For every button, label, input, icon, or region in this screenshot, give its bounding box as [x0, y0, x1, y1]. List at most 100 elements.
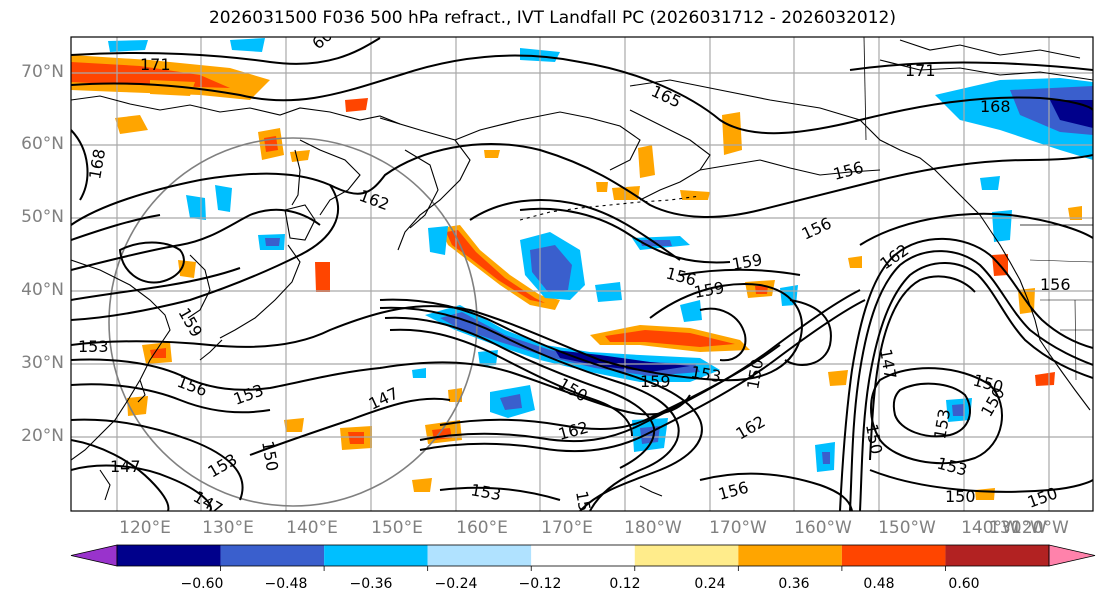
contour-line	[439, 344, 781, 431]
border-us-states	[1029, 259, 1093, 381]
coast-hawaii	[639, 485, 663, 497]
contour-line	[71, 383, 271, 414]
shade-patch	[680, 300, 702, 322]
contour-line	[869, 275, 976, 461]
shade-patch	[500, 394, 522, 410]
shade-patch	[446, 230, 545, 303]
contour-line	[519, 207, 731, 264]
contour-line	[71, 214, 161, 241]
lon-label-170e: 170°E	[541, 518, 593, 538]
coast-sakhalin	[291, 149, 301, 206]
shade-patch	[638, 145, 655, 178]
shade-patch	[412, 478, 432, 492]
contour-line	[71, 358, 691, 416]
contour-line	[71, 129, 89, 201]
contour-line	[469, 199, 681, 261]
contour-line	[849, 250, 1093, 511]
shade-patch	[1035, 372, 1055, 386]
colorbar-extend-high	[1048, 544, 1096, 567]
coast-alaska-west	[629, 109, 711, 201]
contour-line	[71, 267, 241, 301]
shade-patch	[780, 285, 798, 306]
contour-label: 168	[980, 97, 1011, 116]
colorbar-tick-label: −0.60	[180, 576, 224, 592]
coast-aleutians	[519, 195, 701, 221]
shade-patch	[952, 404, 964, 416]
border-alaska-canada	[863, 37, 867, 141]
colorbar	[70, 544, 1096, 571]
lat-label-70n: 70°N	[21, 62, 64, 82]
contour-label: 159	[640, 372, 671, 391]
coast-chukotka	[454, 111, 641, 171]
shade-patch	[484, 150, 500, 158]
lon-label-120w: 120°W	[1011, 518, 1069, 538]
contour-line	[71, 37, 381, 65]
shade-patch	[612, 186, 640, 200]
coast-alaska	[629, 79, 991, 231]
coast-kamchatka	[379, 117, 471, 251]
height-contours	[71, 37, 1093, 511]
contour-line	[784, 299, 832, 366]
shade-patch	[348, 432, 364, 444]
shade-patch	[150, 348, 166, 358]
contour-line	[419, 289, 861, 443]
coast-okhotsk	[299, 139, 361, 216]
contour-line	[419, 299, 866, 453]
lon-label-170w: 170°W	[709, 518, 767, 538]
coast-japan-kyushu	[199, 339, 223, 361]
colorbar-segment	[324, 545, 428, 566]
shade-patch	[755, 286, 768, 294]
shade-patch	[596, 182, 608, 192]
colorbar-segment	[841, 545, 946, 566]
colorbar-extend-low	[70, 544, 118, 567]
colorbar-tick-label: −0.24	[434, 576, 478, 592]
shade-patch	[345, 98, 368, 112]
contour-line	[71, 143, 1093, 226]
contour-line	[389, 328, 633, 437]
contour-label: 147	[110, 457, 141, 476]
shade-patch	[150, 80, 195, 96]
contour-line	[384, 316, 656, 469]
shade-patch	[215, 185, 232, 212]
contour-label: 171	[140, 55, 171, 74]
shade-patch	[230, 38, 265, 52]
lat-label-50n: 50°N	[21, 207, 64, 227]
lon-label-160w: 160°W	[794, 518, 852, 538]
coast-arctic-canada	[879, 59, 1093, 81]
contour-line	[439, 486, 561, 501]
shade-patch	[828, 370, 848, 386]
contour-line	[869, 469, 1093, 493]
contour-line	[71, 283, 803, 382]
lon-label-120e: 120°E	[119, 518, 171, 538]
colorbar-tick-label: 0.48	[863, 576, 895, 592]
shade-patch	[71, 62, 230, 88]
coastlines	[71, 37, 1093, 501]
shade-patch	[722, 112, 742, 155]
lon-label-140e: 140°E	[286, 518, 338, 538]
contour-line	[859, 262, 1093, 511]
shade-patch	[822, 452, 830, 464]
coast-japan-hokkaido	[284, 204, 316, 241]
shade-patch	[315, 262, 330, 292]
colorbar-tick-label: −0.36	[349, 576, 393, 592]
coast-japan-honshu	[219, 244, 301, 339]
contour-label: 156	[1040, 275, 1071, 294]
contour-line	[699, 472, 853, 511]
contour-line	[859, 212, 1093, 246]
shade-patch	[284, 418, 304, 432]
contour-line	[71, 184, 340, 321]
map-title: 2026031500 F036 500 hPa refract., IVT La…	[208, 8, 896, 28]
contour-line	[379, 306, 680, 511]
shade-patch	[265, 238, 280, 246]
lon-label-130e: 130°E	[202, 518, 254, 538]
colorbar-tick-label: 0.24	[694, 576, 726, 592]
coast-kamchatka-peninsula	[404, 149, 439, 229]
shade-patch	[1068, 206, 1082, 220]
lon-label-180w: 180°W	[624, 518, 682, 538]
contour-line	[71, 464, 212, 511]
shade-patch	[848, 256, 862, 268]
coast-china	[71, 259, 171, 461]
colorbar-segment	[220, 545, 325, 566]
coast-korea	[187, 254, 211, 319]
target-region-circle	[108, 137, 478, 507]
